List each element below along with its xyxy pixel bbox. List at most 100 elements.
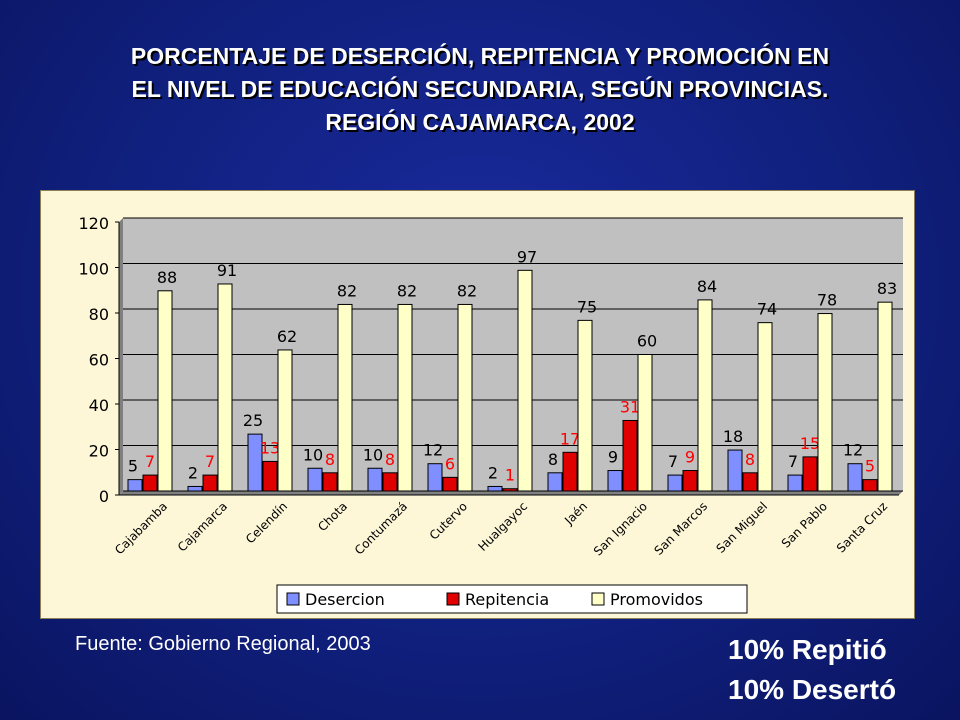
- bar-repitencia: [742, 472, 758, 492]
- bar-desercion: [127, 479, 143, 492]
- bar-desercion: [547, 472, 563, 492]
- data-label-repitencia: 15: [800, 434, 820, 453]
- bar-promovidos: [577, 319, 593, 492]
- data-label-promovidos: 91: [217, 261, 237, 280]
- y-tick-label: 100: [78, 260, 109, 279]
- bar-promovidos: [457, 303, 473, 492]
- data-label-desercion: 12: [423, 441, 443, 460]
- data-label-desercion: 7: [668, 452, 678, 471]
- data-label-repitencia: 8: [385, 450, 395, 469]
- data-label-repitencia: 6: [445, 454, 455, 473]
- data-label-promovidos: 82: [397, 281, 417, 300]
- legend-label-promovidos: Promovidos: [610, 590, 703, 609]
- bar-desercion: [247, 433, 263, 492]
- data-label-desercion: 18: [723, 427, 743, 446]
- bar-repitencia: [622, 419, 638, 492]
- data-label-desercion: 2: [488, 463, 498, 482]
- bar-repitencia: [322, 472, 338, 492]
- bar-desercion: [787, 474, 803, 492]
- y-tick-label: 0: [99, 487, 109, 506]
- x-tick-label: Cajamarca: [175, 499, 230, 554]
- plot-floor: [119, 491, 903, 495]
- bar-desercion: [367, 467, 383, 492]
- bar-repitencia: [142, 474, 158, 492]
- legend-swatch-repitencia: [446, 592, 460, 606]
- summary-stats: 10% Repitió 10% Desertó: [728, 630, 896, 710]
- bar-promovidos: [817, 313, 833, 492]
- legend-label-desercion: Desercion: [305, 590, 385, 609]
- y-tick-label: 60: [89, 351, 109, 370]
- bar-desercion: [487, 485, 503, 492]
- x-tick-label: Contumazá: [352, 499, 410, 557]
- bar-promovidos: [637, 354, 653, 492]
- bar-promovidos: [697, 299, 713, 492]
- bar-repitencia: [202, 474, 218, 492]
- data-label-repitencia: 9: [685, 448, 695, 467]
- legend-swatch-desercion: [286, 592, 300, 606]
- data-label-desercion: 12: [843, 441, 863, 460]
- x-tick-label: San Marcos: [651, 499, 710, 558]
- data-label-promovidos: 82: [457, 281, 477, 300]
- data-label-promovidos: 74: [757, 300, 777, 319]
- bar-desercion: [187, 485, 203, 492]
- data-label-promovidos: 88: [157, 268, 177, 287]
- bar-promovidos: [517, 269, 533, 492]
- bar-promovidos: [397, 303, 413, 492]
- bar-repitencia: [442, 476, 458, 492]
- x-tick-label: Santa Cruz: [834, 499, 890, 555]
- data-label-repitencia: 13: [260, 438, 280, 457]
- data-label-desercion: 5: [128, 457, 138, 476]
- data-label-repitencia: 7: [205, 452, 215, 471]
- bar-desercion: [427, 463, 443, 492]
- bar-desercion: [307, 467, 323, 492]
- data-label-repitencia: 5: [865, 457, 875, 476]
- bar-desercion: [847, 463, 863, 492]
- data-label-repitencia: 7: [145, 452, 155, 471]
- bar-promovidos: [757, 322, 773, 492]
- data-label-desercion: 2: [188, 463, 198, 482]
- bar-repitencia: [562, 451, 578, 492]
- data-label-desercion: 10: [303, 445, 323, 464]
- bar-promovidos: [277, 349, 293, 492]
- bar-promovidos: [157, 290, 173, 492]
- bar-desercion: [667, 474, 683, 492]
- data-label-promovidos: 83: [877, 279, 897, 298]
- y-tick-label: 20: [89, 442, 109, 461]
- bar-repitencia: [502, 488, 518, 492]
- data-label-promovidos: 75: [577, 297, 597, 316]
- data-label-promovidos: 78: [817, 291, 837, 310]
- x-tick-label: San Pablo: [779, 499, 830, 550]
- data-label-promovidos: 84: [697, 277, 717, 296]
- legend-swatch-promovidos: [591, 592, 605, 606]
- bar-repitencia: [682, 470, 698, 492]
- data-label-promovidos: 60: [637, 332, 657, 351]
- bar-promovidos: [217, 283, 233, 492]
- bar-repitencia: [862, 479, 878, 492]
- x-tick-label: Cajabamba: [112, 499, 170, 557]
- legend-label-repitencia: Repitencia: [465, 590, 549, 609]
- data-label-desercion: 8: [548, 450, 558, 469]
- y-tick-label: 80: [89, 305, 109, 324]
- bar-repitencia: [802, 456, 818, 492]
- data-label-promovidos: 97: [517, 247, 537, 266]
- data-label-promovidos: 82: [337, 281, 357, 300]
- y-tick-label: 40: [89, 396, 109, 415]
- data-label-repitencia: 8: [745, 450, 755, 469]
- x-tick-label: Hualgayoc: [475, 499, 530, 554]
- stat-repitio: 10% Repitió: [728, 634, 887, 665]
- data-label-repitencia: 8: [325, 450, 335, 469]
- bar-repitencia: [382, 472, 398, 492]
- x-tick-label: San Ignacio: [591, 499, 650, 558]
- bar-promovidos: [337, 303, 353, 492]
- data-label-desercion: 7: [788, 452, 798, 471]
- x-tick-label: Celendín: [243, 499, 290, 546]
- bar-desercion: [607, 470, 623, 492]
- title-line-1: PORCENTAJE DE DESERCIÓN, REPITENCIA Y PR…: [130, 43, 830, 69]
- data-label-promovidos: 62: [277, 327, 297, 346]
- bar-repitencia: [262, 460, 278, 492]
- bar-promovidos: [877, 301, 893, 492]
- data-label-repitencia: 17: [560, 429, 580, 448]
- x-tick-label: Chota: [315, 499, 350, 534]
- data-label-desercion: 9: [608, 448, 618, 467]
